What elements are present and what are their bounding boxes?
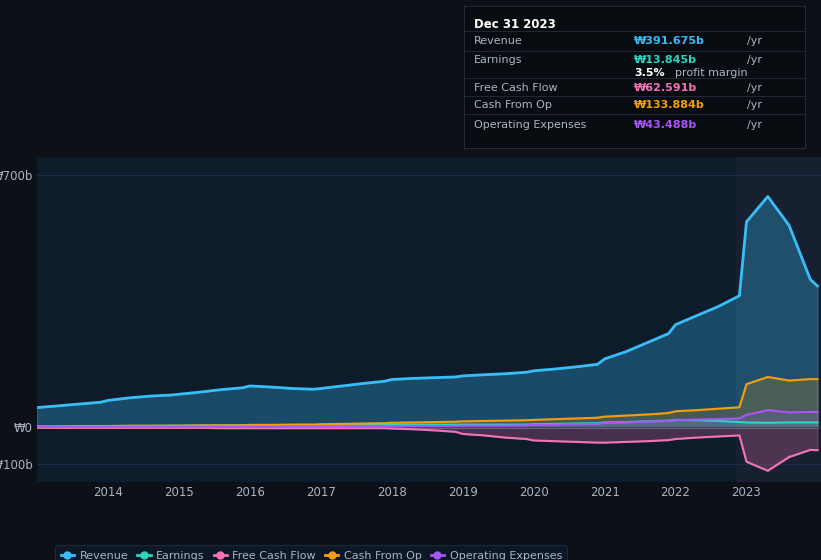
Text: profit margin: profit margin	[675, 68, 748, 78]
Text: ₩13.845b: ₩13.845b	[635, 55, 697, 65]
Text: ₩391.675b: ₩391.675b	[635, 36, 705, 46]
Text: Cash From Op: Cash From Op	[474, 100, 552, 110]
Text: Operating Expenses: Operating Expenses	[474, 120, 586, 130]
Text: /yr: /yr	[746, 36, 762, 46]
Text: Free Cash Flow: Free Cash Flow	[474, 83, 557, 94]
Text: Dec 31 2023: Dec 31 2023	[474, 18, 556, 31]
Legend: Revenue, Earnings, Free Cash Flow, Cash From Op, Operating Expenses: Revenue, Earnings, Free Cash Flow, Cash …	[55, 545, 567, 560]
Text: /yr: /yr	[746, 120, 762, 130]
Bar	[736, 157, 821, 482]
Text: /yr: /yr	[746, 83, 762, 94]
Text: /yr: /yr	[746, 55, 762, 65]
Text: ₩133.884b: ₩133.884b	[635, 100, 705, 110]
Text: ₩62.591b: ₩62.591b	[635, 83, 698, 94]
Text: 3.5%: 3.5%	[635, 68, 665, 78]
Text: Revenue: Revenue	[474, 36, 523, 46]
Text: Earnings: Earnings	[474, 55, 523, 65]
Text: ₩43.488b: ₩43.488b	[635, 120, 698, 130]
Text: /yr: /yr	[746, 100, 762, 110]
